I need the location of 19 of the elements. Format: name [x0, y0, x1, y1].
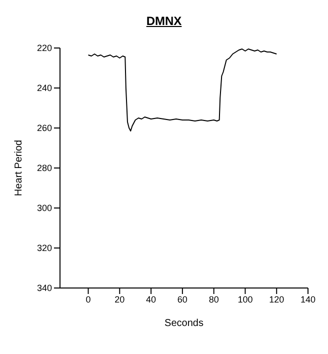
x-tick-label: 140 — [300, 294, 316, 304]
y-tick-label: 300 — [36, 203, 52, 214]
y-tick-label: 340 — [36, 283, 52, 294]
y-tick-label: 240 — [36, 83, 52, 94]
y-axis-title: Heart Period — [14, 140, 25, 196]
y-tick-label: 220 — [36, 43, 52, 54]
chart-title: DMNX — [145, 14, 183, 28]
y-tick-label: 280 — [36, 163, 52, 174]
x-tick-label: 80 — [208, 294, 219, 304]
x-tick-label: 20 — [114, 294, 125, 304]
line-series — [88, 48, 278, 132]
y-tick-label: 320 — [36, 243, 52, 254]
x-tick-label: 100 — [238, 294, 253, 304]
x-axis-title: Seconds — [164, 318, 204, 329]
x-tick-label: 60 — [177, 294, 188, 304]
y-tick-label: 260 — [36, 123, 52, 134]
x-tick-label: 120 — [269, 294, 284, 304]
x-tick-label: 0 — [86, 294, 91, 304]
x-tick-label: 40 — [146, 294, 156, 304]
